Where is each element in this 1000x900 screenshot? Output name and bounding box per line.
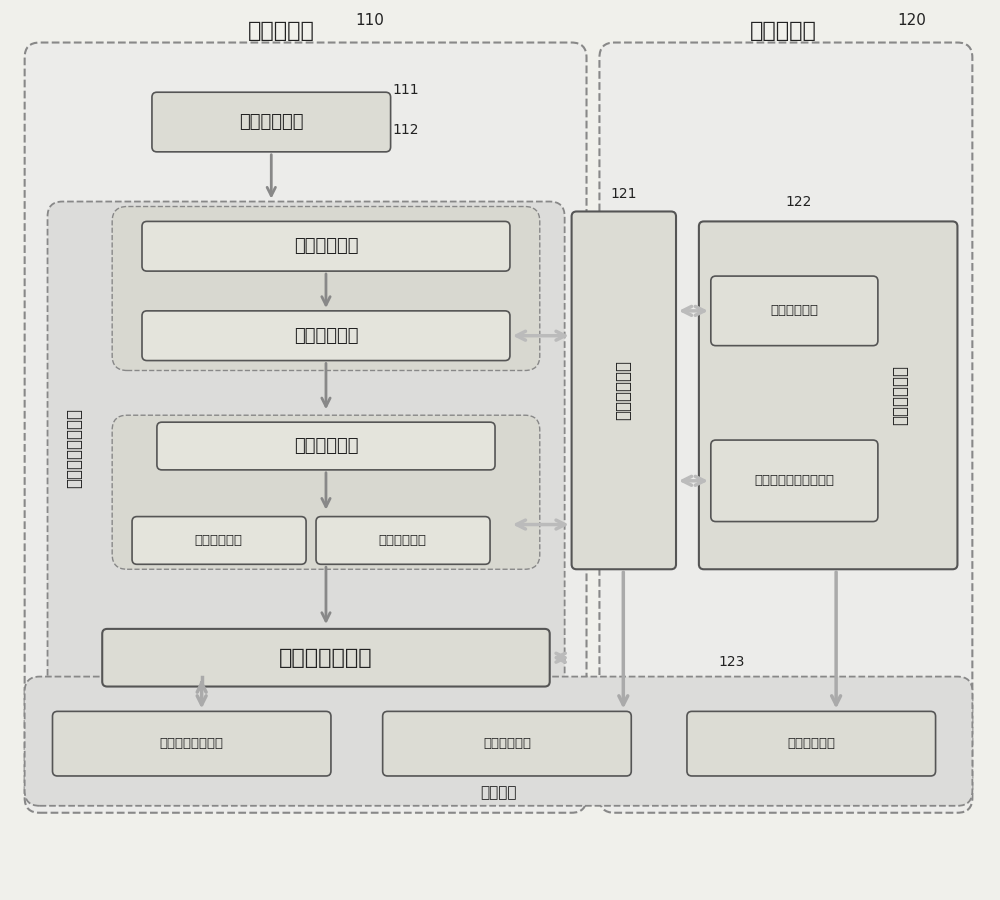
FancyBboxPatch shape	[711, 276, 878, 346]
Text: 实时运算结果展示模块: 实时运算结果展示模块	[754, 474, 834, 487]
FancyBboxPatch shape	[112, 415, 540, 570]
FancyBboxPatch shape	[112, 206, 540, 371]
Text: 通信监控模块: 通信监控模块	[483, 737, 531, 751]
Text: 定制计算模块: 定制计算模块	[379, 534, 427, 547]
Text: 120: 120	[898, 14, 927, 28]
Text: 日志分发模块: 日志分发模块	[294, 327, 358, 345]
Text: 112: 112	[393, 123, 419, 137]
Text: 服务监控模块: 服务监控模块	[787, 737, 835, 751]
Text: 监控模块: 监控模块	[480, 785, 516, 800]
Text: 121: 121	[610, 186, 637, 201]
Text: 日志收集模块: 日志收集模块	[239, 113, 304, 131]
FancyBboxPatch shape	[112, 206, 540, 371]
Text: 日志订阅模块: 日志订阅模块	[294, 238, 358, 256]
FancyBboxPatch shape	[25, 42, 587, 813]
FancyBboxPatch shape	[383, 711, 631, 776]
Text: 110: 110	[356, 14, 385, 28]
Text: 用户交互模块: 用户交互模块	[891, 365, 909, 426]
FancyBboxPatch shape	[599, 42, 972, 813]
FancyBboxPatch shape	[142, 221, 510, 271]
FancyBboxPatch shape	[572, 212, 676, 570]
Text: 配置服务器: 配置服务器	[750, 21, 817, 40]
FancyBboxPatch shape	[25, 677, 972, 806]
FancyBboxPatch shape	[687, 711, 936, 776]
FancyBboxPatch shape	[48, 202, 565, 694]
Text: 通用计算模块: 通用计算模块	[195, 534, 243, 547]
FancyBboxPatch shape	[25, 677, 972, 806]
FancyBboxPatch shape	[711, 440, 878, 522]
FancyBboxPatch shape	[599, 42, 972, 813]
Text: 集群任务监控模块: 集群任务监控模块	[160, 737, 224, 751]
FancyBboxPatch shape	[152, 92, 391, 152]
Text: 122: 122	[785, 194, 812, 209]
Text: 任务配置模块: 任务配置模块	[770, 304, 818, 318]
Text: 实时日志处理模块: 实时日志处理模块	[65, 408, 83, 488]
Text: 实时通信模块: 实时通信模块	[614, 360, 632, 420]
FancyBboxPatch shape	[48, 202, 565, 694]
FancyBboxPatch shape	[112, 415, 540, 570]
FancyBboxPatch shape	[316, 517, 490, 564]
FancyBboxPatch shape	[157, 422, 495, 470]
Text: 服务端设备: 服务端设备	[248, 21, 315, 40]
Text: 日志切分模块: 日志切分模块	[294, 437, 358, 455]
Text: 汇总、输出模块: 汇总、输出模块	[279, 648, 373, 668]
FancyBboxPatch shape	[699, 221, 957, 570]
FancyBboxPatch shape	[142, 310, 510, 361]
Text: 123: 123	[719, 654, 745, 669]
FancyBboxPatch shape	[102, 629, 550, 687]
FancyBboxPatch shape	[25, 42, 587, 813]
Text: 111: 111	[393, 83, 419, 97]
FancyBboxPatch shape	[132, 517, 306, 564]
FancyBboxPatch shape	[53, 711, 331, 776]
